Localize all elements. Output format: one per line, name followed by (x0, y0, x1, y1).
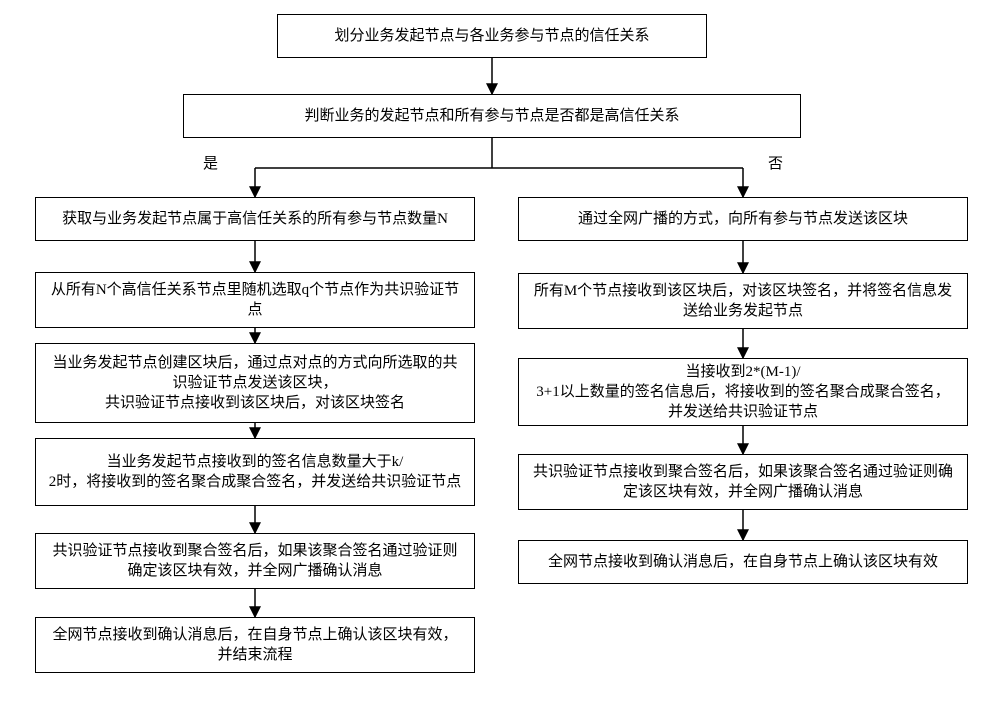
flow-node-n13: 全网节点接收到确认消息后，在自身节点上确认该区块有效，并结束流程 (35, 617, 475, 673)
node-label: 当接收到2*(M-1)/ 3+1以上数量的签名信息后，将接收到的签名聚合成聚合签… (529, 362, 957, 423)
flow-node-n8: 当接收到2*(M-1)/ 3+1以上数量的签名信息后，将接收到的签名聚合成聚合签… (518, 358, 968, 426)
node-label: 全网节点接收到确认消息后，在自身节点上确认该区块有效 (548, 552, 938, 572)
flow-node-n3: 获取与业务发起节点属于高信任关系的所有参与节点数量N (35, 197, 475, 241)
branch-label-no: 否 (768, 152, 783, 173)
node-label: 共识验证节点接收到聚合签名后，如果该聚合签名通过验证则确定该区块有效，并全网广播… (529, 462, 957, 503)
flow-node-n1: 划分业务发起节点与各业务参与节点的信任关系 (277, 14, 707, 58)
flow-node-n5: 从所有N个高信任关系节点里随机选取q个节点作为共识验证节点 (35, 272, 475, 328)
node-label: 通过全网广播的方式，向所有参与节点发送该区块 (578, 209, 908, 229)
node-label: 当业务发起节点接收到的签名信息数量大于k/ 2时，将接收到的签名聚合成聚合签名，… (49, 452, 462, 493)
node-label: 所有M个节点接收到该区块后，对该区块签名，并将签名信息发送给业务发起节点 (529, 281, 957, 322)
flow-node-n2: 判断业务的发起节点和所有参与节点是否都是高信任关系 (183, 94, 801, 138)
node-label: 从所有N个高信任关系节点里随机选取q个节点作为共识验证节点 (46, 280, 464, 321)
flow-node-n11: 共识验证节点接收到聚合签名后，如果该聚合签名通过验证则确定该区块有效，并全网广播… (35, 533, 475, 589)
flow-node-n4: 通过全网广播的方式，向所有参与节点发送该区块 (518, 197, 968, 241)
node-label: 全网节点接收到确认消息后，在自身节点上确认该区块有效，并结束流程 (46, 625, 464, 666)
node-label: 共识验证节点接收到聚合签名后，如果该聚合签名通过验证则确定该区块有效，并全网广播… (46, 541, 464, 582)
flow-node-n6: 所有M个节点接收到该区块后，对该区块签名，并将签名信息发送给业务发起节点 (518, 273, 968, 329)
node-label: 划分业务发起节点与各业务参与节点的信任关系 (334, 26, 649, 46)
node-label: 判断业务的发起节点和所有参与节点是否都是高信任关系 (304, 106, 679, 126)
flowchart-canvas: 划分业务发起节点与各业务参与节点的信任关系判断业务的发起节点和所有参与节点是否都… (0, 0, 1000, 725)
flow-node-n9: 当业务发起节点接收到的签名信息数量大于k/ 2时，将接收到的签名聚合成聚合签名，… (35, 438, 475, 506)
flow-node-n10: 共识验证节点接收到聚合签名后，如果该聚合签名通过验证则确定该区块有效，并全网广播… (518, 454, 968, 510)
flow-node-n12: 全网节点接收到确认消息后，在自身节点上确认该区块有效 (518, 540, 968, 584)
branch-label-yes: 是 (203, 152, 218, 173)
node-label: 当业务发起节点创建区块后，通过点对点的方式向所选取的共识验证节点发送该区块， 共… (46, 353, 464, 414)
node-label: 获取与业务发起节点属于高信任关系的所有参与节点数量N (62, 209, 448, 229)
flow-node-n7: 当业务发起节点创建区块后，通过点对点的方式向所选取的共识验证节点发送该区块， 共… (35, 343, 475, 423)
